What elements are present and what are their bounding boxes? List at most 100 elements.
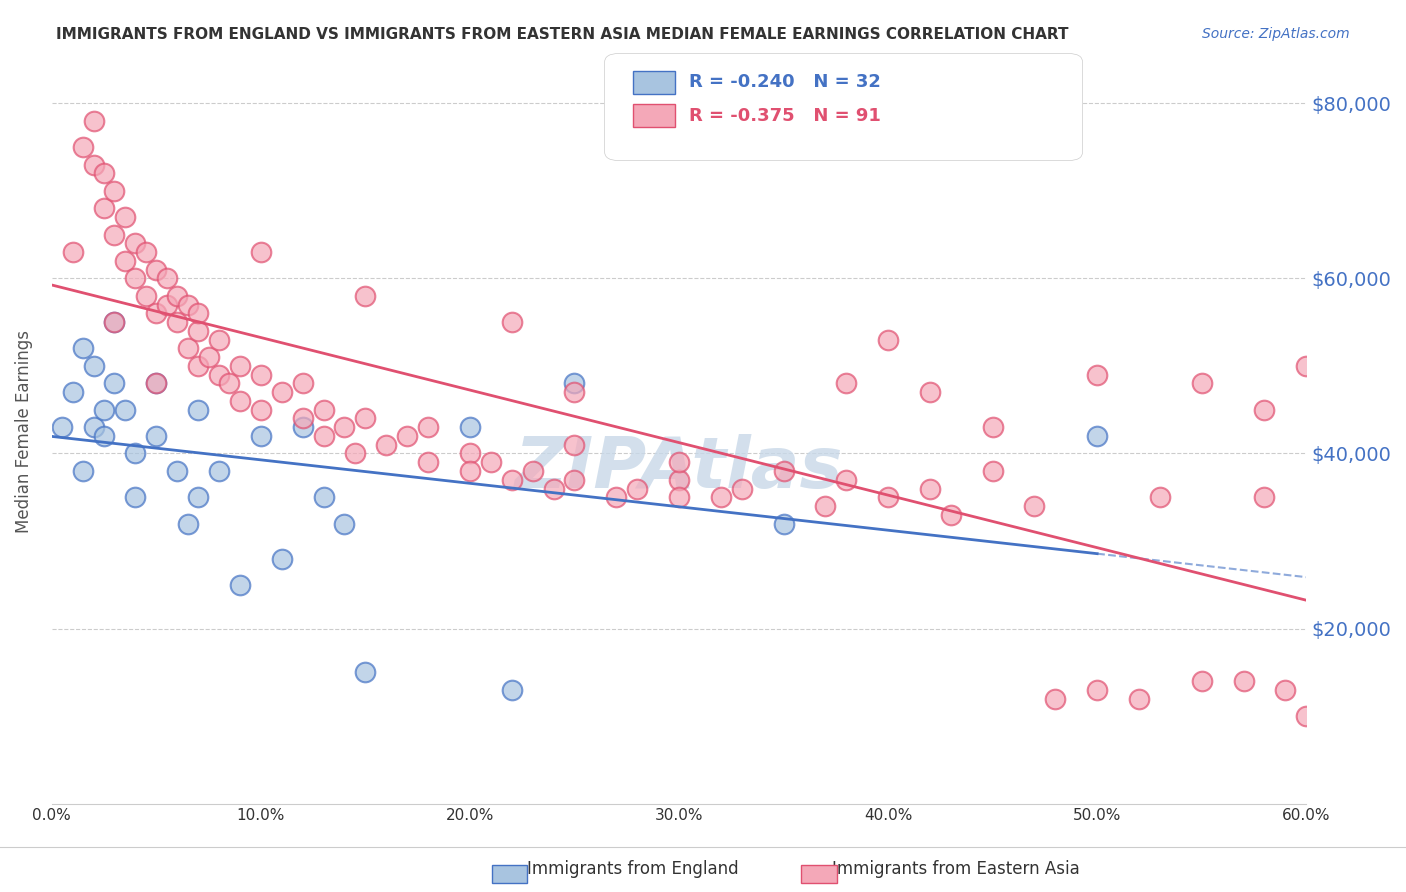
Point [124, 236, 146, 251]
Point [501, 473, 523, 487]
Point [668, 455, 690, 469]
Point [218, 376, 240, 391]
Point [62, 245, 84, 260]
Point [291, 420, 314, 434]
Point [83, 158, 105, 172]
Text: Source: ZipAtlas.com: Source: ZipAtlas.com [1202, 27, 1350, 41]
Point [124, 490, 146, 504]
Point [1295, 709, 1317, 723]
Point [1128, 691, 1150, 706]
Point [1232, 674, 1254, 689]
Point [479, 455, 502, 469]
Point [270, 551, 292, 566]
Point [250, 245, 273, 260]
Text: IMMIGRANTS FROM ENGLAND VS IMMIGRANTS FROM EASTERN ASIA MEDIAN FEMALE EARNINGS C: IMMIGRANTS FROM ENGLAND VS IMMIGRANTS FR… [56, 27, 1069, 42]
Point [208, 333, 231, 347]
Point [103, 315, 125, 329]
Point [772, 464, 794, 478]
Point [114, 210, 136, 224]
Point [1085, 429, 1108, 443]
Point [103, 227, 125, 242]
Point [458, 420, 481, 434]
Point [72, 342, 94, 356]
Point [135, 289, 157, 303]
Point [981, 420, 1004, 434]
Point [62, 385, 84, 400]
Point [354, 665, 377, 680]
Point [501, 315, 523, 329]
Point [564, 385, 586, 400]
Point [458, 446, 481, 460]
Point [1295, 359, 1317, 373]
Point [731, 482, 754, 496]
Point [772, 516, 794, 531]
Point [93, 202, 115, 216]
Text: R = -0.375   N = 91: R = -0.375 N = 91 [689, 107, 880, 125]
Point [103, 184, 125, 198]
Point [564, 438, 586, 452]
Point [626, 482, 648, 496]
Text: Immigrants from Eastern Asia: Immigrants from Eastern Asia [832, 860, 1080, 878]
Point [343, 446, 366, 460]
Point [250, 368, 273, 382]
Point [501, 682, 523, 697]
Point [1085, 682, 1108, 697]
Point [1191, 376, 1213, 391]
Point [114, 402, 136, 417]
Point [312, 429, 335, 443]
Point [124, 271, 146, 285]
Point [918, 482, 941, 496]
Point [354, 289, 377, 303]
Point [229, 359, 252, 373]
Point [668, 490, 690, 504]
Point [197, 350, 219, 364]
Point [564, 473, 586, 487]
Point [72, 140, 94, 154]
Point [1149, 490, 1171, 504]
Point [145, 429, 167, 443]
Point [814, 499, 837, 513]
Point [93, 166, 115, 180]
Point [312, 490, 335, 504]
Point [270, 385, 292, 400]
Point [710, 490, 733, 504]
Point [103, 376, 125, 391]
Point [333, 516, 356, 531]
Point [1085, 368, 1108, 382]
Point [835, 473, 858, 487]
Point [187, 490, 209, 504]
Point [250, 429, 273, 443]
Point [145, 262, 167, 277]
Point [124, 446, 146, 460]
Point [1024, 499, 1046, 513]
Point [156, 298, 179, 312]
Point [939, 508, 962, 522]
Point [187, 402, 209, 417]
Point [354, 411, 377, 425]
Point [176, 298, 198, 312]
Point [1253, 490, 1275, 504]
Point [176, 516, 198, 531]
Point [187, 324, 209, 338]
Point [835, 376, 858, 391]
Point [166, 464, 188, 478]
Point [156, 271, 179, 285]
Point [312, 402, 335, 417]
Point [605, 490, 627, 504]
Point [83, 359, 105, 373]
Point [877, 333, 900, 347]
Point [1045, 691, 1067, 706]
Point [51, 420, 73, 434]
Point [103, 315, 125, 329]
Point [208, 368, 231, 382]
Point [72, 464, 94, 478]
Point [291, 376, 314, 391]
Point [1274, 682, 1296, 697]
Point [166, 289, 188, 303]
Point [135, 245, 157, 260]
Point [93, 402, 115, 417]
Point [83, 420, 105, 434]
Point [187, 306, 209, 320]
Point [145, 306, 167, 320]
Point [543, 482, 565, 496]
